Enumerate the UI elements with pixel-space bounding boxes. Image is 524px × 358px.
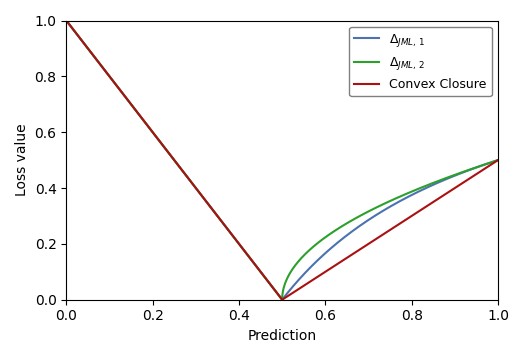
Line: $\Delta_{JML,\,2}$: $\Delta_{JML,\,2}$ [66, 20, 498, 300]
$\Delta_{JML,\,1}$ [228, 232, 234, 236]
$\Delta_{JML,\,2}$ [63, 18, 69, 23]
$\Delta_{JML,\,2}$ [279, 297, 285, 302]
Convex Closure [344, 256, 350, 260]
Legend: $\Delta_{JML,\,1}$, $\Delta_{JML,\,2}$, Convex Closure: $\Delta_{JML,\,1}$, $\Delta_{JML,\,2}$, … [350, 27, 492, 96]
$\Delta_{JML,\,1}$ [322, 251, 329, 255]
$\Delta_{JML,\,1}$ [344, 233, 350, 237]
Convex Closure [322, 270, 329, 274]
Convex Closure [279, 297, 286, 302]
Convex Closure [228, 232, 234, 236]
$\Delta_{JML,\,2}$ [344, 221, 350, 225]
$\Delta_{JML,\,2}$ [228, 232, 234, 236]
$\Delta_{JML,\,1}$ [63, 18, 69, 23]
Convex Closure [385, 229, 391, 233]
$\Delta_{JML,\,2}$ [385, 199, 391, 204]
$\Delta_{JML,\,2}$ [495, 158, 501, 162]
$\Delta_{JML,\,1}$ [495, 158, 501, 162]
$\Delta_{JML,\,2}$ [322, 235, 329, 240]
$\Delta_{JML,\,1}$ [141, 120, 148, 124]
Convex Closure [495, 158, 501, 162]
Convex Closure [418, 208, 424, 212]
Y-axis label: Loss value: Loss value [15, 124, 29, 197]
$\Delta_{JML,\,1}$ [279, 297, 286, 302]
Convex Closure [63, 18, 69, 23]
$\Delta_{JML,\,2}$ [418, 185, 424, 190]
X-axis label: Prediction: Prediction [247, 329, 316, 343]
Convex Closure [141, 120, 148, 124]
Line: $\Delta_{JML,\,1}$: $\Delta_{JML,\,1}$ [66, 20, 498, 300]
$\Delta_{JML,\,1}$ [418, 188, 424, 192]
Line: Convex Closure: Convex Closure [66, 20, 498, 300]
$\Delta_{JML,\,1}$ [385, 205, 391, 210]
$\Delta_{JML,\,2}$ [141, 120, 148, 124]
